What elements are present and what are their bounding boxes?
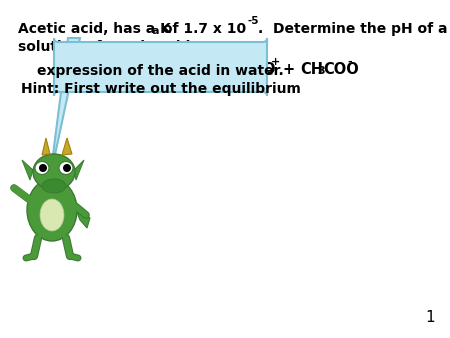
Circle shape <box>63 164 71 172</box>
Text: ↪: ↪ <box>230 62 243 77</box>
Text: Acetic acid, has a K: Acetic acid, has a K <box>18 22 171 36</box>
Polygon shape <box>50 38 80 178</box>
Text: H: H <box>197 62 209 77</box>
Text: 3: 3 <box>317 66 324 76</box>
Text: COO: COO <box>323 62 359 77</box>
FancyBboxPatch shape <box>54 38 267 96</box>
Polygon shape <box>42 138 50 155</box>
Ellipse shape <box>35 162 49 174</box>
Circle shape <box>39 164 47 172</box>
Polygon shape <box>74 205 90 228</box>
Ellipse shape <box>33 154 75 190</box>
Text: 2: 2 <box>205 66 213 76</box>
Text: a: a <box>151 26 158 36</box>
Ellipse shape <box>42 179 66 193</box>
Text: O: O <box>262 62 274 77</box>
Text: O: O <box>211 62 224 77</box>
Polygon shape <box>74 160 84 180</box>
Text: 1: 1 <box>425 310 435 325</box>
Text: .  Determine the pH of a 0.10 M: . Determine the pH of a 0.10 M <box>258 22 450 36</box>
Text: Hint: First write out the equilibrium: Hint: First write out the equilibrium <box>21 82 301 96</box>
Text: +: + <box>180 62 192 77</box>
Text: +: + <box>283 62 295 77</box>
Text: 3: 3 <box>132 66 140 76</box>
Polygon shape <box>62 138 72 155</box>
Polygon shape <box>22 160 33 180</box>
Text: +: + <box>271 57 280 67</box>
Ellipse shape <box>40 199 64 231</box>
Ellipse shape <box>27 179 77 241</box>
Text: 3: 3 <box>256 66 264 76</box>
Text: CH: CH <box>300 62 323 77</box>
Text: -: - <box>347 57 351 67</box>
Text: solution of acetic acid.: solution of acetic acid. <box>18 40 196 54</box>
Text: expression of the acid in water.: expression of the acid in water. <box>37 64 284 78</box>
Text: of 1.7 x 10: of 1.7 x 10 <box>158 22 246 36</box>
Text: -5: -5 <box>248 16 260 26</box>
Ellipse shape <box>59 162 73 174</box>
Text: H: H <box>248 62 260 77</box>
Text: COOH: COOH <box>138 62 186 77</box>
Text: CH: CH <box>115 62 138 77</box>
